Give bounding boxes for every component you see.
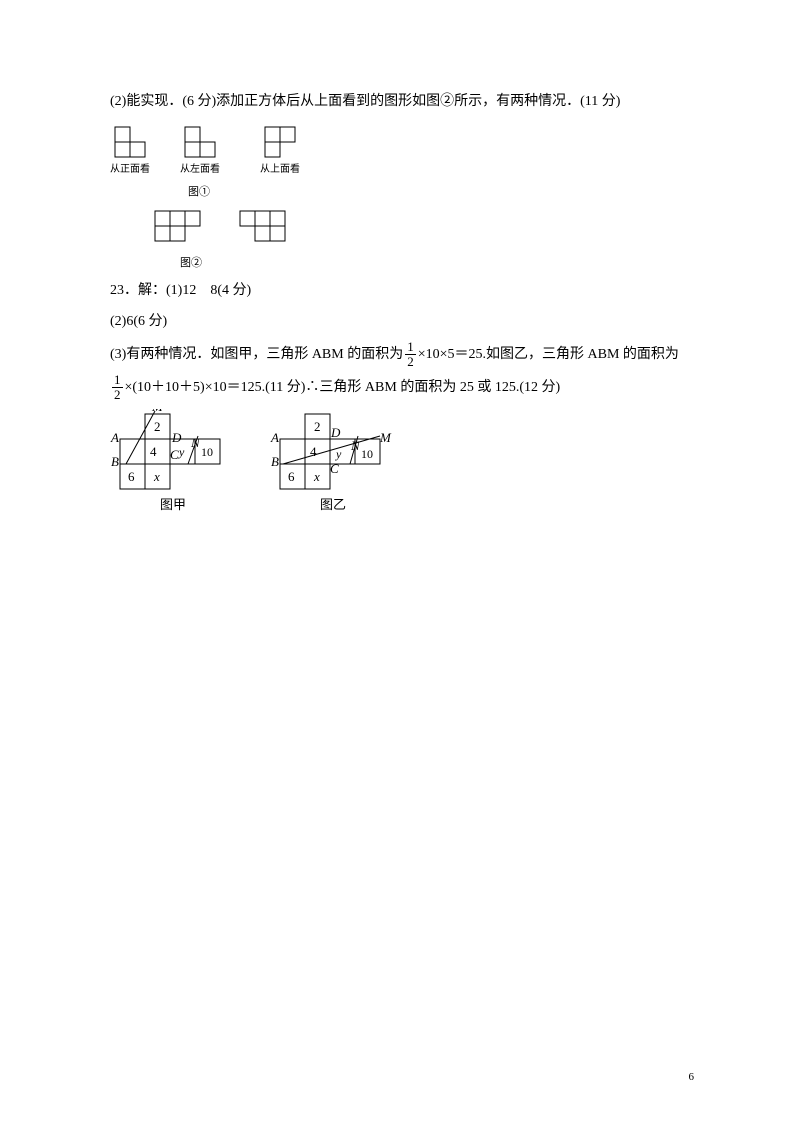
svg-text:M: M — [379, 430, 392, 445]
figure-group-1: 从正面看 从左面看 从上面看 图① — [110, 122, 694, 203]
svg-text:C: C — [170, 447, 179, 462]
figure-group-3: M A B 2 D 4 C y N 10 6 x 图甲 — [110, 409, 694, 539]
svg-text:10: 10 — [201, 445, 213, 459]
svg-text:N: N — [350, 438, 361, 453]
svg-text:D: D — [330, 425, 341, 440]
p4a-text: (3)有两种情况．如图甲，三角形 ABM 的面积为 — [110, 347, 403, 362]
svg-text:B: B — [271, 454, 279, 469]
label-yi: 图乙 — [320, 497, 346, 512]
svg-text:10: 10 — [361, 447, 373, 461]
views-svg: 从正面看 从左面看 从上面看 — [110, 122, 370, 182]
paragraph-23-1: 23．解：(1)12 8(4 分) — [110, 278, 694, 305]
svg-text:4: 4 — [310, 444, 317, 459]
p4b-text: ×10×5＝25.如图乙，三角形 ABM 的面积为 — [418, 347, 679, 362]
fig2-sublabel: 图② — [180, 253, 694, 274]
p5a-text: ×(10＋10＋5)×10＝125.(11 分)∴三角形 ABM 的面积为 25… — [125, 380, 561, 395]
svg-text:A: A — [110, 430, 119, 445]
svg-text:x: x — [153, 469, 160, 484]
svg-text:y: y — [178, 445, 185, 459]
fraction-half-1: 12 — [405, 340, 416, 370]
svg-text:x: x — [313, 469, 320, 484]
svg-text:2: 2 — [154, 419, 161, 434]
page-number: 6 — [689, 1071, 695, 1083]
nets-svg: M A B 2 D 4 C y N 10 6 x 图甲 — [110, 409, 430, 539]
label-left: 从左面看 — [180, 162, 220, 175]
svg-text:M: M — [151, 409, 164, 414]
svg-text:B: B — [111, 454, 119, 469]
page-content: (2)能实现．(6 分)添加正方体后从上面看到的图形如图②所示，有两种情况．(1… — [0, 0, 794, 581]
paragraph-q2: (2)能实现．(6 分)添加正方体后从上面看到的图形如图②所示，有两种情况．(1… — [110, 89, 694, 116]
svg-text:6: 6 — [288, 469, 295, 484]
fig1-sublabel: 图① — [188, 182, 694, 203]
svg-text:C: C — [330, 461, 339, 476]
figure-group-2: 图② — [150, 208, 694, 274]
svg-text:6: 6 — [128, 469, 135, 484]
label-top: 从上面看 — [260, 162, 300, 175]
svg-text:4: 4 — [150, 444, 157, 459]
svg-text:2: 2 — [314, 419, 321, 434]
paragraph-23-3b: 12×(10＋10＋5)×10＝125.(11 分)∴三角形 ABM 的面积为 … — [110, 373, 694, 403]
topviews-svg — [150, 208, 350, 253]
svg-text:y: y — [335, 447, 342, 461]
svg-text:D: D — [171, 430, 182, 445]
svg-text:A: A — [270, 430, 279, 445]
paragraph-23-2: (2)6(6 分) — [110, 309, 694, 336]
fraction-half-2: 12 — [112, 373, 123, 403]
paragraph-23-3a: (3)有两种情况．如图甲，三角形 ABM 的面积为12×10×5＝25.如图乙，… — [110, 340, 694, 370]
label-front: 从正面看 — [110, 162, 150, 175]
label-jia: 图甲 — [160, 497, 186, 512]
svg-text:N: N — [190, 435, 201, 450]
